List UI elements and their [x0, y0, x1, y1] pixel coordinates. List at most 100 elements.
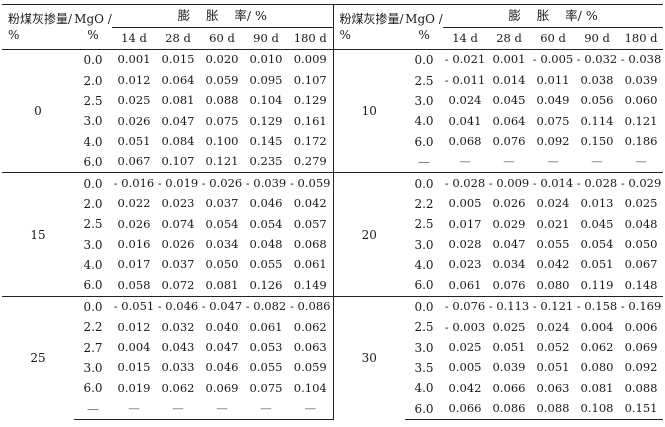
- table-row: 0 0.0 0.001 0.015 0.020 0.010 0.009 10 0.0 - 0.02…: [2, 49, 663, 117]
- expansion-value: - 0.169: [619, 295, 664, 318]
- expansion-value: 0.025: [117, 93, 151, 108]
- expansion-value: 0.074: [161, 216, 195, 231]
- mgo-value: 4.0: [414, 381, 434, 396]
- expansion-value: 0.054: [205, 216, 239, 231]
- expansion-value: 0.012: [117, 319, 151, 334]
- age-header: 90 d: [575, 27, 620, 50]
- age-header: 90 d: [244, 27, 288, 50]
- expansion-value: 0.149: [288, 275, 334, 297]
- expansion-value: - 0.009: [487, 172, 532, 194]
- expansion-value: 0.025: [624, 196, 658, 211]
- expansion-value: 0.051: [536, 360, 570, 375]
- expansion-value: 0.034: [492, 257, 526, 272]
- expansion-value: - 0.026: [200, 172, 244, 194]
- age-header: 180 d: [619, 27, 664, 50]
- table-row: 3.0 0.015 0.033 0.046 0.055 0.059 3.5 0.005 0.03…: [2, 357, 663, 379]
- expansion-value: 0.038: [580, 72, 614, 87]
- expansion-value: 0.075: [249, 380, 283, 395]
- mgo-value: 0.0: [405, 172, 444, 194]
- expansion-value: 0.054: [580, 236, 614, 251]
- mgo-value: 3.5: [414, 361, 434, 376]
- expansion-title-left: 膨 胀 率/ %: [112, 4, 334, 28]
- expansion-value: 0.025: [448, 339, 482, 354]
- expansion-value: 0.121: [205, 154, 239, 169]
- expansion-value: 0.049: [536, 93, 570, 108]
- expansion-value: 0.072: [161, 277, 195, 292]
- age-header: 14 d: [112, 27, 156, 50]
- mgo-value: 3.0: [414, 340, 434, 355]
- expansion-value: —: [244, 398, 288, 421]
- expansion-value: - 0.014: [531, 172, 576, 194]
- expansion-value: 0.061: [249, 319, 283, 334]
- table-row: 2.2 0.012 0.032 0.040 0.061 0.062 2.5 - 0.003 0.…: [2, 317, 663, 338]
- expansion-value: 0.095: [249, 72, 283, 87]
- mgo-value: 4.0: [83, 258, 103, 273]
- expansion-value: 0.055: [249, 360, 283, 375]
- expansion-value: 0.129: [249, 113, 283, 128]
- mgo-value: 0.0: [83, 53, 103, 68]
- expansion-value: 0.022: [117, 196, 151, 211]
- expansion-value: 0.019: [117, 380, 151, 395]
- expansion-value: 0.114: [580, 113, 614, 128]
- table-row: 25 0.0- 0.051- 0.046- 0.047- 0.082- 0.086…: [2, 295, 664, 420]
- expansion-value: 0.088: [531, 398, 576, 421]
- expansion-value: —: [156, 398, 200, 421]
- expansion-value: 0.104: [288, 378, 334, 399]
- table-row: 15 0.0- 0.016- 0.019- 0.026- 0.039- 0.059…: [2, 172, 664, 297]
- expansion-value: - 0.011: [444, 72, 486, 87]
- expansion-value: 0.032: [161, 319, 195, 334]
- mgo-value: 3.0: [83, 114, 103, 129]
- expansion-value: —: [459, 154, 471, 169]
- expansion-value: 0.150: [580, 134, 614, 148]
- expansion-value: 0.080: [536, 277, 570, 292]
- expansion-value: 0.014: [492, 72, 526, 87]
- expansion-value: 0.060: [624, 93, 658, 108]
- table-body: 0 0.0 0.001 0.015 0.020 0.010 0.009 10 0.0- 0.02…: [2, 49, 664, 421]
- expansion-value: 0.015: [161, 52, 195, 67]
- age-header: 14 d: [443, 27, 488, 50]
- expansion-title-right: 膨 胀 率/ %: [443, 4, 664, 28]
- mgo-value: 6.0: [414, 134, 434, 149]
- fly-ash-content-right: 30: [333, 295, 406, 420]
- table-row: 6.0 0.058 0.072 0.081 0.126 0.149 6.0 0.061 0.07…: [2, 275, 663, 297]
- expansion-value: 0.066: [443, 398, 488, 421]
- expansion-value: 0.108: [575, 398, 620, 421]
- table-row: 4.0 0.017 0.037 0.050 0.055 0.061 4.0 0.023 0.03…: [2, 254, 663, 276]
- expansion-value: 0.059: [205, 72, 239, 87]
- mgo-value: 3.0: [414, 237, 434, 252]
- expansion-value: 0.051: [117, 134, 151, 148]
- expansion-value: 0.042: [536, 257, 570, 272]
- age-header: 28 d: [156, 27, 200, 50]
- mgo-value: —: [74, 398, 112, 421]
- fly-ash-header-right: 粉煤灰掺量/ %: [333, 4, 406, 50]
- expansion-value: 0.062: [161, 380, 195, 395]
- expansion-value: - 0.029: [619, 172, 664, 194]
- mgo-value: 6.0: [83, 155, 103, 170]
- mgo-value: 2.5: [414, 320, 434, 335]
- expansion-value: 0.046: [205, 360, 239, 375]
- expansion-value: 0.067: [117, 154, 151, 169]
- expansion-value: 0.046: [249, 196, 283, 211]
- expansion-value: 0.069: [205, 380, 239, 395]
- expansion-value: 0.088: [205, 93, 239, 108]
- expansion-value: 0.081: [161, 93, 195, 108]
- expansion-value: 0.001: [492, 52, 526, 67]
- expansion-value: —: [591, 154, 603, 169]
- expansion-value: 0.033: [161, 360, 195, 375]
- expansion-value: - 0.039: [244, 172, 288, 194]
- mgo-value: 6.0: [83, 278, 103, 293]
- table-row: 2.5 0.026 0.074 0.054 0.054 0.057 2.5 0.017 0.02…: [2, 214, 663, 235]
- expansion-value: 0.172: [288, 131, 334, 152]
- mgo-value: 2.0: [83, 196, 103, 211]
- fly-ash-header-left: 粉煤灰掺量/ %: [2, 4, 74, 50]
- mgo-header-right: MgO / %: [405, 4, 444, 50]
- expansion-value: 0.006: [624, 319, 658, 334]
- mgo-value: 2.5: [414, 73, 434, 88]
- expansion-value: 0.053: [249, 339, 283, 354]
- table-row: 4.0 0.051 0.084 0.100 0.145 0.172 6.0 0.068 0.07…: [2, 131, 663, 152]
- mgo-value: 2.2: [414, 196, 434, 211]
- expansion-value: —: [112, 398, 156, 421]
- expansion-value: 0.043: [161, 339, 195, 354]
- age-header: 60 d: [531, 27, 576, 50]
- expansion-value: 0.235: [249, 154, 283, 169]
